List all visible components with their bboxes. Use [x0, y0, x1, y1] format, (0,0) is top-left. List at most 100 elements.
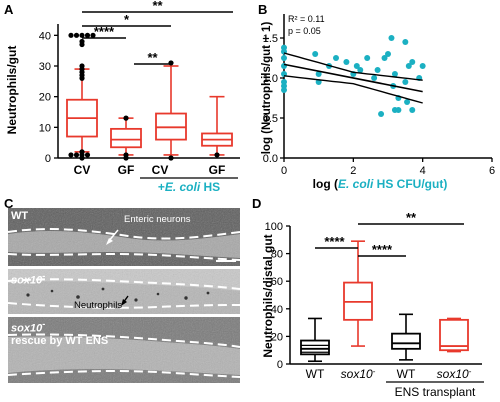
panel-a-outlier: [168, 60, 174, 66]
panel-d-ylabel: Neutrophils/distal gut: [261, 234, 275, 357]
panel-b-ytick-label: 1.0: [263, 73, 278, 85]
panel-a-outlier: [214, 152, 220, 158]
panel-d-ytick-label: 100: [265, 221, 283, 233]
panel-letter-d: D: [252, 196, 262, 211]
panel-d-xlabel-sox10-2: sox10-: [437, 367, 472, 382]
panel-b-ci-band: [283, 52, 423, 81]
panel-a-outlier: [90, 32, 96, 38]
panel-a-outlier: [79, 41, 85, 48]
panel-a-outlier: [123, 115, 129, 121]
panel-d-xlabel-sox10-1: sox10-: [341, 367, 376, 382]
panel-b-ytick-label: 0.5: [263, 113, 278, 125]
micrograph-rescue-label: sox10- rescue by WT ENS: [11, 319, 109, 347]
panel-b-xtick-label: 6: [489, 165, 495, 177]
panel-b-ytick-label: 1.5: [263, 33, 278, 45]
panel-a-outlier: [168, 155, 174, 161]
panel-a-outlier: [84, 152, 91, 158]
micrograph-wt: WT Enteric neurons: [8, 208, 240, 266]
panel-a-sig-label: *: [124, 12, 130, 27]
micrograph-sox10-rescue: sox10- rescue by WT ENS: [8, 317, 240, 383]
panel-b-point: [402, 79, 409, 85]
panel-d-sig-label: **: [406, 210, 417, 225]
panel-a-ytick-label: 30: [39, 61, 51, 73]
panel-b-fit-line: [283, 63, 423, 93]
panel-b-point: [315, 71, 322, 77]
panel-a-ytick-label: 20: [39, 92, 51, 104]
panel-d-xlabel-wt1: WT: [306, 367, 325, 381]
panel-d-box: [391, 332, 421, 350]
panel-b-scatter: log (Neutrophils/gut + 1) 0.0 0.5 1.0 1.5 0 2…: [261, 14, 495, 191]
panel-b-point: [281, 63, 287, 69]
panel-b-point: [405, 63, 412, 69]
micrograph-sox10: sox10- Neutrophils: [8, 269, 240, 314]
panel-b-point: [312, 51, 319, 57]
panel-b-point: [409, 107, 416, 113]
micrograph-neutrophils-annotation: Neutrophils: [74, 300, 123, 311]
panel-b-point: [333, 55, 339, 61]
panel-a-group-label: +E. coli HS: [158, 180, 220, 194]
panel-b-point: [371, 75, 378, 81]
panel-d-box: [439, 318, 469, 352]
panel-a-outlier: [79, 75, 85, 81]
panel-a-ytick-label: 40: [39, 30, 51, 42]
panel-a-outlier: [68, 152, 74, 158]
panel-b-point: [281, 55, 287, 61]
panel-letter-c: C: [4, 196, 14, 211]
panel-b-point: [281, 87, 287, 93]
panel-d-ytick-label: 80: [271, 249, 283, 261]
panel-d-box: [300, 339, 330, 356]
panel-a-outlier: [79, 32, 85, 38]
panel-b-xtick-label: 2: [350, 165, 356, 177]
panel-a-sig-label: **: [147, 50, 158, 65]
panel-a-outlier: [123, 155, 129, 161]
panel-a-xlabel-gf2: GF: [209, 163, 226, 177]
panel-b-point: [402, 39, 409, 45]
micrograph-enteric-neurons-annotation: Enteric neurons: [124, 214, 191, 225]
micrograph-wt-label: WT: [11, 210, 29, 222]
panel-b-xlabel: log (E. coli HS CFU/gut): [313, 177, 448, 191]
panel-b-point: [395, 107, 402, 113]
panel-b-point: [388, 35, 395, 41]
panel-a-xlabel-gf1: GF: [118, 163, 135, 177]
panel-b-point: [374, 67, 381, 73]
panel-a-outlier: [73, 152, 80, 158]
panel-b-point: [385, 51, 391, 57]
panel-letter-b: B: [258, 2, 268, 17]
panel-b-ci-band: [283, 75, 423, 104]
panel-b-point: [419, 63, 426, 69]
panel-a-sig-label: ****: [94, 24, 115, 39]
panel-a-xlabel-cv2: CV: [152, 163, 169, 177]
panel-letter-a: A: [4, 2, 14, 17]
micrograph-sox10-label: sox10-: [11, 271, 46, 287]
panel-b-point: [353, 63, 360, 69]
panel-d-sig-label: ****: [324, 234, 345, 249]
panel-b-point: [391, 71, 398, 77]
panel-b-point: [381, 55, 388, 61]
panel-d-sig-label: ****: [372, 242, 393, 257]
panel-a-outlier: [68, 32, 74, 38]
panel-b-point: [409, 59, 416, 65]
panel-a-sig-label: **: [152, 0, 163, 13]
panel-a-box: [110, 127, 142, 149]
panel-b-point: [404, 99, 411, 105]
panel-a-outlier: [79, 155, 85, 161]
panel-b-p: p = 0.05: [288, 26, 321, 36]
panel-b-xtick-label: 4: [420, 165, 426, 177]
panel-b-ylabel: log (Neutrophils/gut + 1): [261, 22, 273, 155]
panel-b-r2: R² = 0.11: [288, 14, 325, 24]
panel-a-outlier: [73, 32, 80, 38]
panel-b-point: [343, 59, 350, 65]
panel-a-ytick-label: 10: [39, 122, 51, 134]
panel-a-ylabel: Neutrophils/gut: [5, 46, 19, 135]
panel-d-ytick-label: 40: [271, 304, 283, 316]
panel-d-ytick-label: 0: [277, 359, 283, 371]
panel-a-ytick-label: 0: [45, 153, 51, 165]
panel-b-xtick-label: 0: [281, 165, 287, 177]
panel-b-ytick-label: 0.0: [263, 153, 278, 165]
panel-b-point: [357, 67, 364, 73]
panel-d-group-label: ENS transplant: [395, 385, 476, 399]
panel-b-point: [378, 111, 385, 117]
panel-a-xlabel-cv1: CV: [74, 163, 91, 177]
